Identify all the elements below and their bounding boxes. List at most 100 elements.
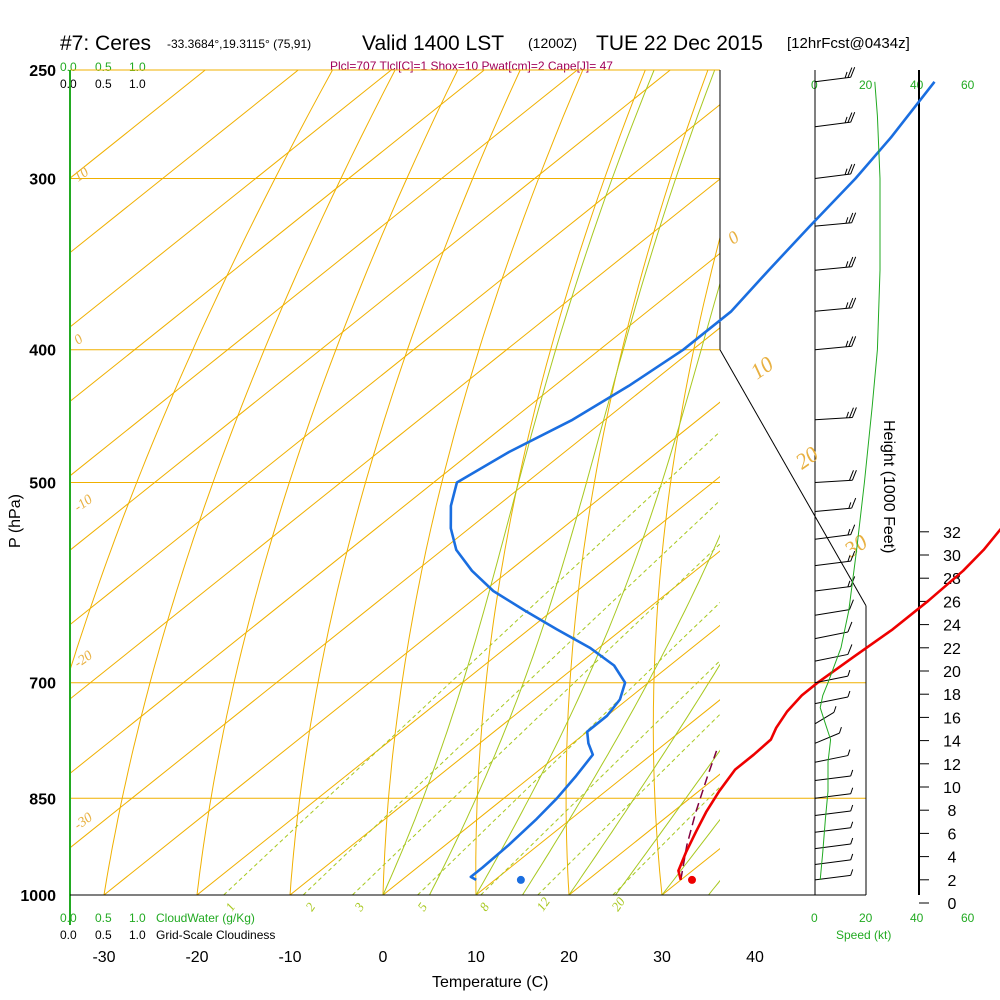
forecast-date: TUE 22 Dec 2015 xyxy=(596,32,763,55)
speed-tick-bottom-1: 20 xyxy=(859,911,873,925)
wind-barb xyxy=(814,853,854,865)
isotherm-label: 10 xyxy=(72,165,92,185)
barb-half-flag xyxy=(847,669,851,677)
cloudwater-tick-top-1: 0.5 xyxy=(95,60,112,74)
isotherm-label: 20 xyxy=(791,441,823,474)
wind-barb xyxy=(814,769,854,782)
wind-barb xyxy=(814,212,857,227)
barb-flag xyxy=(851,297,857,309)
isotherm-label: 10 xyxy=(746,351,778,384)
mixing-ratio-label: 20 xyxy=(608,894,628,914)
wind-barb xyxy=(814,497,857,513)
mixing-ratio-label: 3 xyxy=(351,899,368,914)
isotherm-label: 0 xyxy=(724,227,743,249)
temperature-tick-label: -10 xyxy=(278,949,301,966)
wind-barb xyxy=(814,621,853,640)
isotherm-line xyxy=(382,624,720,895)
wind-barb xyxy=(814,749,851,763)
barb-shaft xyxy=(814,585,851,592)
wind-barb xyxy=(814,690,851,705)
isotherm-line xyxy=(755,70,1000,895)
temperature-tick-label: -30 xyxy=(92,949,115,966)
speed-tick-top-1: 20 xyxy=(859,78,873,92)
moist-adiabat-line xyxy=(568,663,720,895)
barb-half-flag xyxy=(844,71,848,79)
barb-flag xyxy=(848,212,854,224)
barb-half-flag xyxy=(833,706,837,713)
barb-shaft xyxy=(814,775,851,782)
speed-tick-bottom-0: 0 xyxy=(811,911,818,925)
barb-half-flag xyxy=(850,869,854,876)
height-tick-label: 18 xyxy=(943,687,961,704)
barb-flag xyxy=(848,297,854,309)
barb-flag xyxy=(850,524,856,535)
barb-flag xyxy=(847,644,853,655)
wind-barbs xyxy=(814,67,857,881)
barb-flag xyxy=(847,112,853,123)
barb-shaft xyxy=(814,874,851,881)
isotherm-label: -20 xyxy=(72,648,96,671)
barb-half-flag xyxy=(850,769,854,777)
wind-barb xyxy=(814,706,837,725)
mixing-ratio-line xyxy=(480,660,720,895)
mixing-ratio-line xyxy=(417,601,720,895)
dewpoint-line xyxy=(449,80,936,882)
isotherm-label: -10 xyxy=(72,492,96,515)
wind-barb xyxy=(814,111,856,128)
barb-flag xyxy=(851,470,857,481)
dry-adiabat-line xyxy=(565,70,709,895)
barb-shaft xyxy=(814,479,853,483)
moist-adiabat-line xyxy=(522,534,720,895)
barb-shaft xyxy=(814,653,849,662)
wind-barb xyxy=(814,256,857,271)
plot-frame xyxy=(69,70,920,925)
pressure-tick-label: 1000 xyxy=(20,888,56,905)
mixing-ratio-label: 12 xyxy=(533,894,553,914)
barb-half-flag xyxy=(850,837,854,845)
temperature-ticks: -30 -20 -10 0 10 20 30 40 xyxy=(92,949,764,966)
cloudwater-label: CloudWater (g/Kg) xyxy=(156,911,255,925)
barb-flag xyxy=(848,256,854,268)
barb-shaft xyxy=(814,307,852,312)
height-tick-label: 16 xyxy=(943,710,961,727)
isotherm-line xyxy=(70,70,299,254)
height-tick-label: 12 xyxy=(943,757,961,774)
moist-adiabat-line xyxy=(382,70,655,895)
mixing-ratio-label: 8 xyxy=(476,899,492,913)
isotherm-line xyxy=(70,70,392,328)
isotherm-line xyxy=(70,70,578,477)
height-tick-label: 14 xyxy=(943,734,961,751)
cloudwater-tick-bottom-0: 0.0 xyxy=(60,911,77,925)
temperature-tick-label: 10 xyxy=(467,949,485,966)
height-tick-label: 10 xyxy=(943,780,961,797)
isotherm-line xyxy=(289,550,720,895)
dry-adiabat-line xyxy=(289,70,521,895)
wind-barb xyxy=(814,67,856,83)
wind-barb xyxy=(814,726,842,744)
height-tick-label: 2 xyxy=(948,873,957,890)
barb-shaft xyxy=(814,711,835,725)
isobar-lines xyxy=(70,69,866,896)
pressure-tick-label: 850 xyxy=(29,791,56,808)
height-tick-label: 32 xyxy=(943,525,961,542)
barb-flag xyxy=(850,111,856,123)
wind-barb xyxy=(814,869,854,881)
pressure-tick-label: 300 xyxy=(29,172,56,189)
barb-shaft xyxy=(814,345,852,351)
mixing-ratio-label: 2 xyxy=(302,899,318,913)
barb-flag xyxy=(849,470,854,481)
barb-shaft xyxy=(814,675,849,684)
barb-half-flag xyxy=(844,168,848,175)
barb-half-flag xyxy=(847,580,851,587)
y-axis-label: P (hPa) xyxy=(7,494,24,548)
height-tick-label: 0 xyxy=(948,896,957,913)
moist-adiabat-line xyxy=(475,281,720,895)
mixing-ratio-label: 5 xyxy=(414,899,430,913)
pressure-tick-label: 500 xyxy=(29,476,56,493)
isotherm-line xyxy=(70,70,485,403)
barb-shaft xyxy=(814,755,849,763)
wind-barb xyxy=(814,163,856,179)
barb-shaft xyxy=(814,859,851,865)
forecast-label: [12hrFcst@0434z] xyxy=(787,35,910,52)
